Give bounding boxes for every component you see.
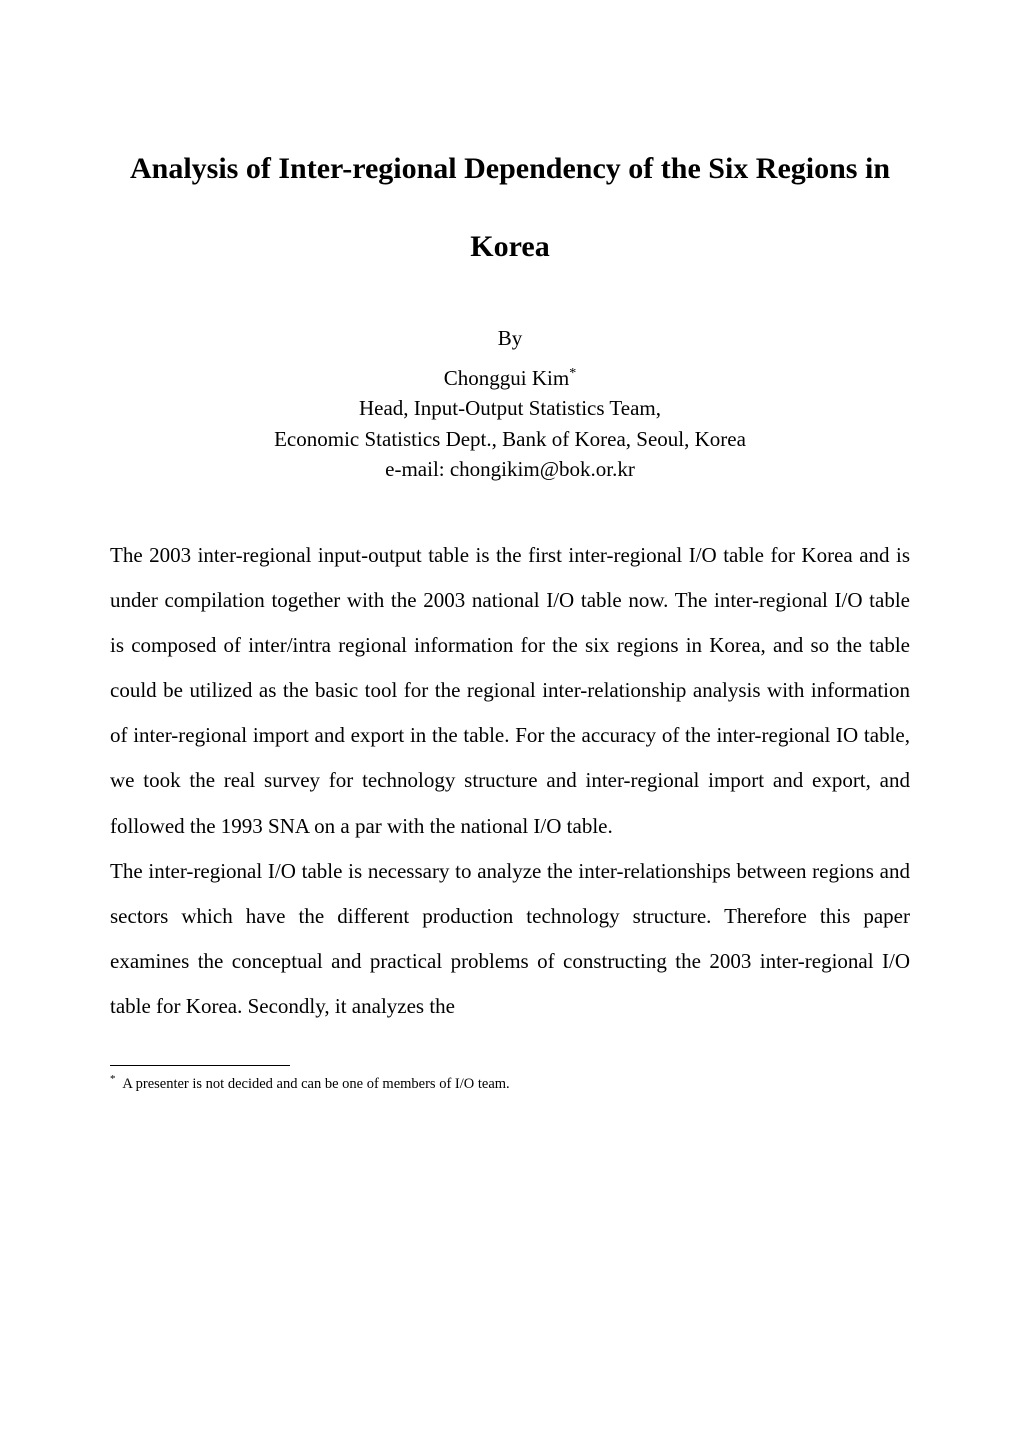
footnote-text: A presenter is not decided and can be on…	[122, 1076, 509, 1092]
author-email: e-mail: chongikim@bok.or.kr	[385, 457, 635, 481]
paper-title: Analysis of Inter-regional Dependency of…	[110, 130, 910, 286]
author-name: Chonggui Kim*	[444, 366, 576, 390]
author-name-text: Chonggui Kim	[444, 366, 569, 390]
footnote-separator	[110, 1065, 290, 1066]
author-block: Chonggui Kim* Head, Input-Output Statist…	[110, 363, 910, 485]
footnote-marker: *	[110, 1073, 116, 1085]
by-label: By	[110, 326, 910, 351]
body-paragraph: The 2003 inter-regional input-output tab…	[110, 533, 910, 849]
abstract-body: The 2003 inter-regional input-output tab…	[110, 533, 910, 1030]
footnote: * A presenter is not decided and can be …	[110, 1072, 910, 1094]
author-role: Head, Input-Output Statistics Team,	[359, 396, 661, 420]
author-affiliation: Economic Statistics Dept., Bank of Korea…	[274, 427, 746, 451]
body-paragraph: The inter-regional I/O table is necessar…	[110, 849, 910, 1030]
author-marker: *	[569, 366, 576, 381]
